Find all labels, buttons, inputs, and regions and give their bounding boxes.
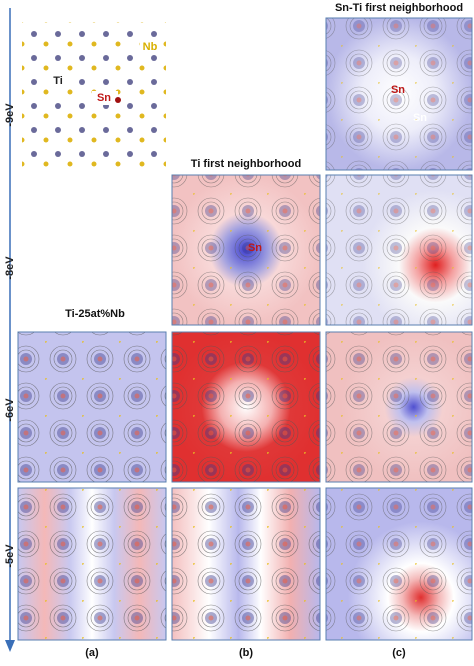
atom-label: Ti [53, 75, 63, 87]
column-label: (b) [239, 647, 253, 659]
energy-label: -8eV [4, 256, 16, 280]
panel [17, 17, 473, 641]
energy-label: -6eV [4, 398, 16, 422]
axis-arrow [5, 640, 15, 652]
panel-title: Ti-25at%Nb [65, 308, 125, 320]
atom-label: Sn [97, 92, 111, 104]
panel-label: Sn [391, 84, 405, 96]
panel-label: Sn [413, 112, 427, 124]
energy-label: -9eV [4, 103, 16, 127]
panel-label: Sn [248, 242, 262, 254]
column-label: (c) [392, 647, 406, 659]
panel-title: Sn-Ti first neighborhood [335, 2, 463, 14]
atom-label: Nb [143, 41, 158, 53]
column-label: (a) [85, 647, 99, 659]
energy-label: -5eV [4, 544, 16, 568]
panel-title: Ti first neighborhood [191, 158, 301, 170]
